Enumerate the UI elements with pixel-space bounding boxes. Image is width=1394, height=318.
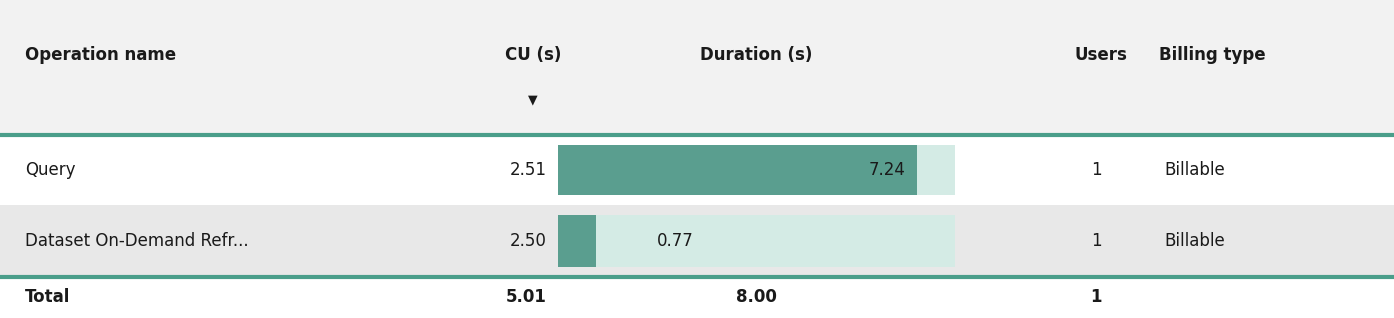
Text: Billable: Billable (1164, 232, 1225, 250)
Text: Query: Query (25, 161, 75, 179)
Text: 2.50: 2.50 (510, 232, 546, 250)
Text: Billing type: Billing type (1160, 46, 1266, 64)
Bar (0, 205, 1394, 277)
Text: 7.24: 7.24 (868, 161, 906, 179)
Text: 8.00: 8.00 (736, 288, 776, 306)
Text: Users: Users (1075, 46, 1128, 64)
Text: Operation name: Operation name (25, 46, 176, 64)
Bar (0, 135, 1394, 205)
Text: Total: Total (25, 288, 71, 306)
Bar (558, 215, 955, 266)
Text: 1: 1 (1090, 288, 1101, 306)
Bar (558, 215, 595, 266)
Bar (0, 277, 1394, 318)
Bar (558, 145, 955, 195)
Bar (558, 145, 917, 195)
Text: Dataset On-Demand Refr...: Dataset On-Demand Refr... (25, 232, 248, 250)
Bar (0, 0, 1394, 135)
Text: 1: 1 (1090, 232, 1101, 250)
Text: CU (s): CU (s) (505, 46, 562, 64)
Text: 2.51: 2.51 (509, 161, 546, 179)
Text: ▼: ▼ (528, 94, 538, 107)
Text: 0.77: 0.77 (657, 232, 694, 250)
Text: 1: 1 (1090, 161, 1101, 179)
Text: Billable: Billable (1164, 161, 1225, 179)
Text: 5.01: 5.01 (506, 288, 546, 306)
Text: Duration (s): Duration (s) (700, 46, 813, 64)
